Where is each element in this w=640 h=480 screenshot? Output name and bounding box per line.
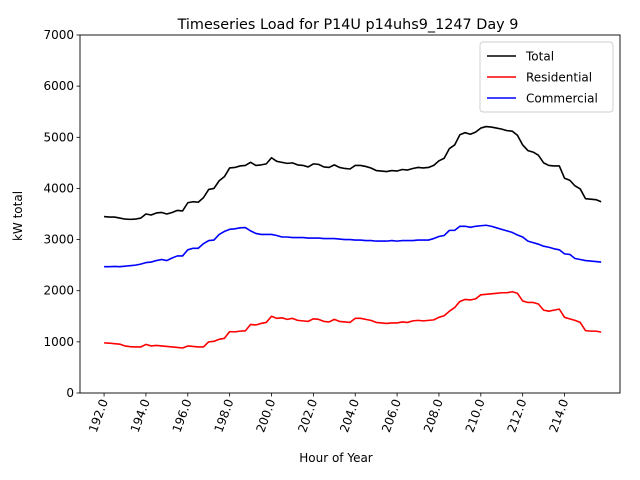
y-tick-label: 3000: [43, 233, 74, 247]
chart-title: Timeseries Load for P14U p14uhs9_1247 Da…: [177, 17, 519, 33]
y-tick-label: 7000: [43, 28, 74, 42]
series-line-total: [103, 125, 602, 221]
y-axis-label: kW total: [11, 191, 25, 241]
y-axis: 0 1000 2000 3000 4000 5000 6000 7000: [43, 28, 80, 400]
y-tick-label: 2000: [43, 284, 74, 298]
series-line-residential: [104, 290, 602, 349]
series-lines: [103, 125, 602, 349]
y-tick-label: 6000: [43, 79, 74, 93]
legend: Total Residential Commercial: [479, 41, 614, 113]
legend-label-total: Total: [525, 50, 554, 64]
y-tick-label: 5000: [43, 130, 74, 144]
series-line-commercial: [104, 224, 602, 268]
y-tick-label: 1000: [43, 335, 74, 349]
plot-frame: [79, 34, 621, 394]
legend-label-residential: Residential: [526, 71, 592, 85]
y-tick-label: 4000: [43, 181, 74, 195]
x-axis-label: Hour of Year: [299, 451, 373, 465]
y-tick-label: 0: [66, 386, 74, 400]
legend-label-commercial: Commercial: [526, 92, 598, 106]
legend-box: [479, 41, 614, 113]
